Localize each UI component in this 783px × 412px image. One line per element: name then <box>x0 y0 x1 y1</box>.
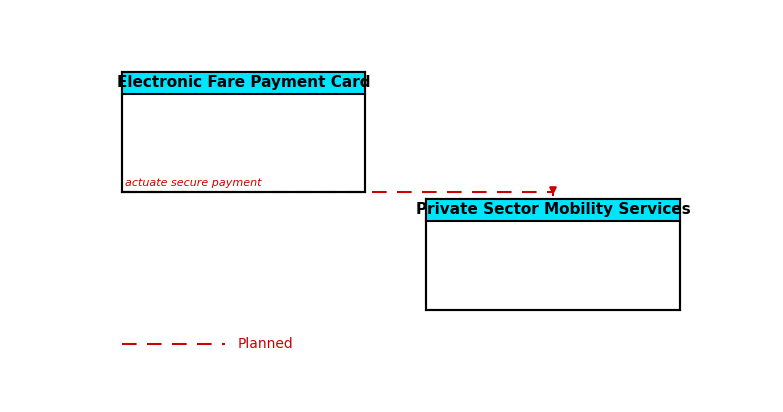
Text: Planned: Planned <box>237 337 293 351</box>
Text: actuate secure payment: actuate secure payment <box>125 178 262 188</box>
Text: Electronic Fare Payment Card: Electronic Fare Payment Card <box>117 75 370 90</box>
Bar <box>426 199 680 221</box>
Bar <box>426 199 680 309</box>
Bar <box>122 72 365 94</box>
Bar <box>122 72 365 192</box>
Text: Private Sector Mobility Services: Private Sector Mobility Services <box>416 202 691 217</box>
